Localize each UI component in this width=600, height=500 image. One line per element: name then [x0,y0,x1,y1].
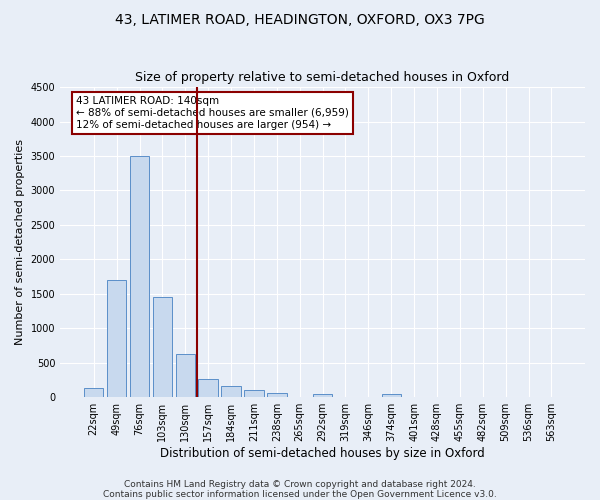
Y-axis label: Number of semi-detached properties: Number of semi-detached properties [15,139,25,345]
Bar [152,298,172,397]
Bar [221,386,241,397]
Bar [244,390,263,397]
Bar [130,156,149,397]
Bar [107,280,127,397]
Text: Contains HM Land Registry data © Crown copyright and database right 2024.
Contai: Contains HM Land Registry data © Crown c… [103,480,497,499]
Bar [176,354,195,397]
Bar [199,378,218,397]
Bar [313,394,332,397]
Text: 43, LATIMER ROAD, HEADINGTON, OXFORD, OX3 7PG: 43, LATIMER ROAD, HEADINGTON, OXFORD, OX… [115,12,485,26]
Text: 43 LATIMER ROAD: 140sqm
← 88% of semi-detached houses are smaller (6,959)
12% of: 43 LATIMER ROAD: 140sqm ← 88% of semi-de… [76,96,349,130]
Bar [267,394,287,397]
Title: Size of property relative to semi-detached houses in Oxford: Size of property relative to semi-detach… [136,72,510,85]
X-axis label: Distribution of semi-detached houses by size in Oxford: Distribution of semi-detached houses by … [160,447,485,460]
Bar [382,394,401,397]
Bar [84,388,103,397]
